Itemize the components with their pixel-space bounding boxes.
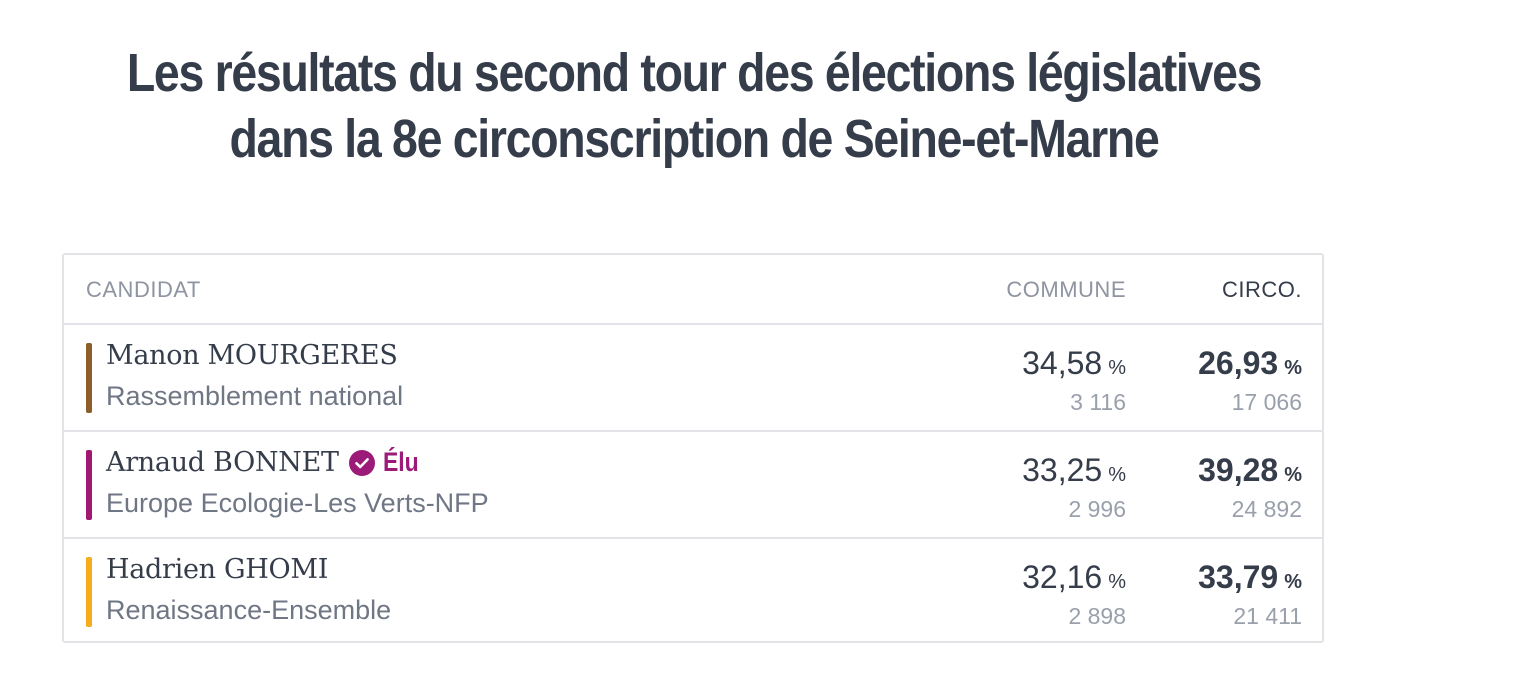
party-color-bar	[86, 343, 92, 413]
header-circo: CIRCO.	[1222, 277, 1302, 302]
page-title: Les résultats du second tour des électio…	[97, 40, 1291, 172]
table-row: Hadrien GHOMI Renaissance-Ensemble 32,16…	[64, 539, 1322, 646]
circo-percentage: 39,28%	[1198, 452, 1302, 488]
results-table: CANDIDAT COMMUNE CIRCO. Manon MOURGERES …	[62, 253, 1324, 643]
candidate-name-line: Hadrien GHOMI	[106, 554, 328, 585]
party-color-bar	[86, 557, 92, 627]
table-row: Arnaud BONNET Élu Europe Ecologie-Les Ve…	[64, 432, 1322, 539]
commune-votes: 3 116	[1070, 389, 1126, 415]
candidate-name: Hadrien GHOMI	[106, 554, 329, 585]
header-candidat: CANDIDAT	[86, 277, 201, 302]
header-commune: COMMUNE	[1006, 277, 1126, 302]
candidate-name: Arnaud BONNET	[106, 447, 339, 478]
candidate-party: Renaissance-Ensemble	[106, 595, 392, 625]
table-row: Manon MOURGERES Rassemblement national 3…	[64, 325, 1322, 432]
candidate-name: Manon MOURGERES	[106, 340, 398, 371]
elected-badge: Élu	[348, 447, 425, 478]
elected-label: Élu	[382, 447, 419, 477]
check-circle-icon	[348, 449, 375, 476]
circo-votes: 21 411	[1233, 603, 1302, 629]
candidate-name-line: Manon MOURGERES	[106, 340, 398, 371]
candidate-party: Europe Ecologie-Les Verts-NFP	[106, 488, 489, 518]
candidate-name-line: Arnaud BONNET Élu	[106, 447, 425, 478]
circo-percentage: 33,79%	[1198, 559, 1302, 595]
commune-percentage: 33,25%	[1022, 452, 1126, 488]
title-line-1: Les résultats du second tour des électio…	[126, 43, 1263, 103]
party-color-bar	[86, 450, 92, 520]
title-line-2: dans la 8e circonscription de Seine-et-M…	[229, 109, 1159, 169]
commune-percentage: 32,16%	[1022, 559, 1126, 595]
candidate-party: Rassemblement national	[106, 381, 404, 411]
circo-percentage: 26,93%	[1198, 345, 1302, 381]
commune-votes: 2 898	[1068, 603, 1126, 629]
circo-votes: 24 892	[1231, 496, 1302, 522]
commune-votes: 2 996	[1068, 496, 1126, 522]
commune-percentage: 34,58%	[1022, 345, 1126, 381]
circo-votes: 17 066	[1231, 389, 1302, 415]
table-header: CANDIDAT COMMUNE CIRCO.	[64, 255, 1322, 325]
